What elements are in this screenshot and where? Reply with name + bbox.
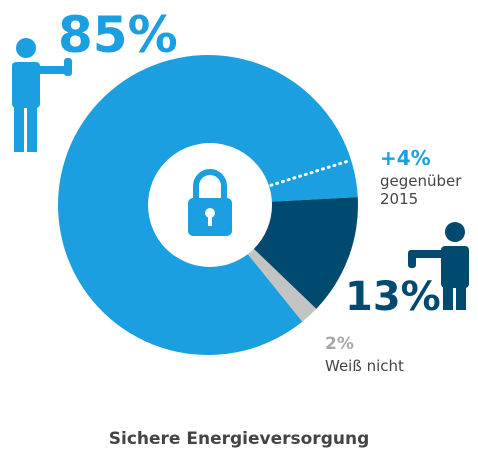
value-label: 13% <box>345 274 441 320</box>
change-marker <box>269 158 353 187</box>
change-label: +4% <box>380 146 431 170</box>
lock-icon <box>188 169 232 236</box>
value-label: 85% <box>58 6 178 64</box>
annotation-text: 2015 <box>380 190 418 208</box>
person-left <box>12 38 72 152</box>
person-right <box>408 222 469 310</box>
category-label: Weiß nicht <box>325 357 404 375</box>
annotation-text: gegenüber <box>380 172 462 190</box>
value-label: 2% <box>325 334 354 354</box>
chart-title: Sichere Energieversorgung <box>109 429 370 449</box>
